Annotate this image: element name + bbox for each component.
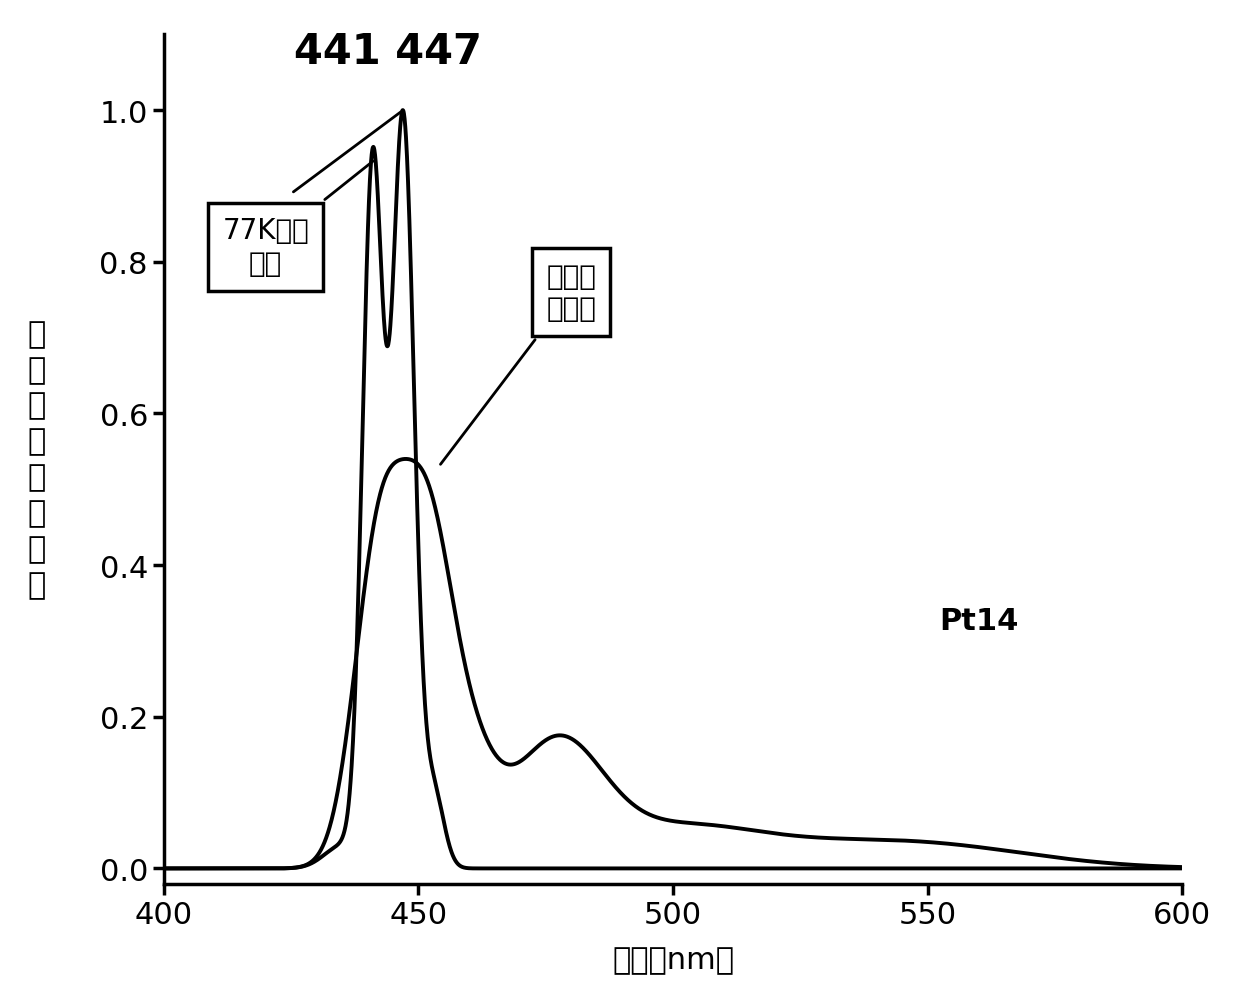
Text: Pt14: Pt14 (939, 606, 1018, 635)
Text: 441 447: 441 447 (294, 31, 482, 73)
Y-axis label: 归
一
化
的
发
光
强
度: 归 一 化 的 发 光 强 度 (27, 320, 46, 599)
X-axis label: 波长（nm）: 波长（nm） (612, 945, 733, 974)
Text: 77K发射
光谱: 77K发射 光谱 (222, 162, 373, 278)
Text: 室温发
射光谱: 室温发 射光谱 (441, 263, 596, 465)
